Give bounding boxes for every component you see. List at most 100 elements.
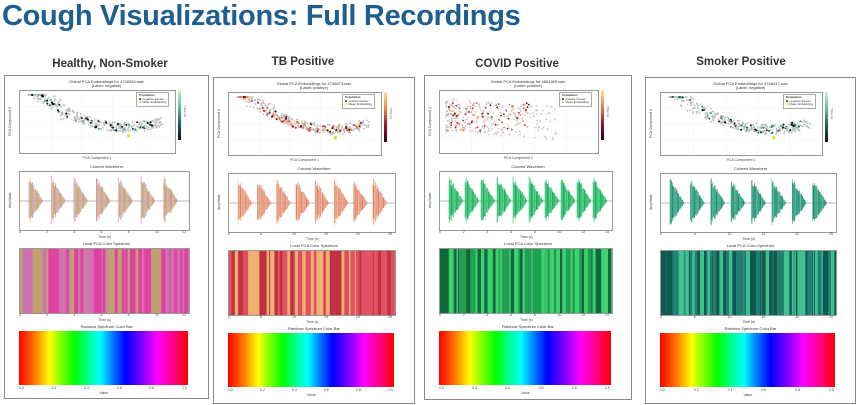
waveform-title: Colored Waveform <box>297 166 331 171</box>
spectrum-x-tick: 10 <box>292 315 296 319</box>
rainbow-color-bar <box>19 331 188 385</box>
waveform-y-label: Amplitude <box>8 192 12 208</box>
scatter-legend: Population negative frames Mean Embedding <box>136 92 170 107</box>
pca-y-label: PCA Component 2 <box>8 107 12 136</box>
rainbow-title: Rainbow Spectrum Color Bar <box>288 326 340 331</box>
page-title: Cough Visualizations: Full Recordings <box>2 0 521 32</box>
rainbow-x-tick: 1.0 <box>829 388 834 392</box>
rainbow-x-tick: 0.6 <box>324 388 329 392</box>
rainbow-x-tick: 0.4 <box>505 386 511 390</box>
pca-subtitle: (Label: negative) <box>735 85 766 90</box>
spectrum-x-tick: 0 <box>19 313 21 317</box>
spectrum-x-tick: 20 <box>356 315 360 319</box>
rainbow-x-tick: 1.0 <box>182 386 187 390</box>
rainbow-x-tick: 0.6 <box>116 386 122 390</box>
spectrum-x-tick: 5 <box>260 315 262 319</box>
spectrum-x-tick: 0 <box>660 315 662 319</box>
legend-frames: positive frames <box>565 96 586 101</box>
spectrum-x-tick: 8 <box>127 313 130 317</box>
rainbow-x-tick: 0.2 <box>472 386 478 390</box>
waveform-x-tick: 2 <box>462 230 465 234</box>
pca-title: Global PCA Embeddings for 4748928.wav <box>69 79 144 84</box>
scatter-legend: Population negative frames Mean Embedding <box>783 94 817 109</box>
waveform-x-tick: 15 <box>761 232 766 236</box>
rainbow-x-tick: 0.0 <box>228 388 233 392</box>
legend-title: Population <box>345 95 361 99</box>
spectrum-x-tick: 4 <box>73 313 76 317</box>
color-spectrum <box>439 248 613 314</box>
waveform-x-label: Time (s) <box>306 237 319 241</box>
pca-y-label: PCA Component 2 <box>217 109 221 138</box>
waveform-plot <box>660 173 837 233</box>
spectrum-x-tick: 10 <box>154 313 159 317</box>
legend-mean: Mean Embedding <box>348 102 373 107</box>
spectrum-x-label: Time (s) <box>98 318 112 322</box>
spectrum-x-tick: 10 <box>727 315 732 319</box>
waveform-x-tick: 6 <box>100 230 103 234</box>
spectrum-x-tick: 15 <box>324 315 328 319</box>
figure-panel: Global PCA Embeddings for 4748873.wav (La… <box>213 77 415 404</box>
waveform-x-tick: 0 <box>660 232 662 236</box>
spectrum-title: Local PCA Color Spectrum <box>82 241 131 246</box>
spectrum-x-tick: 25 <box>388 315 392 319</box>
rainbow-title: Rainbow Spectrum Color Bar <box>502 324 554 329</box>
legend-mean: Mean Embedding <box>789 102 814 107</box>
time-colorbar <box>384 92 387 142</box>
color-spectrum <box>228 250 396 316</box>
rainbow-title: Rainbow Spectrum Color Bar <box>80 324 133 329</box>
waveform-x-tick: 10 <box>292 232 296 236</box>
waveform-x-tick: 14 <box>605 230 609 234</box>
legend-title: Population <box>139 93 155 97</box>
spectrum-x-tick: 15 <box>761 315 766 319</box>
rainbow-x-tick: 1.0 <box>388 388 393 392</box>
waveform-x-tick: 12 <box>182 230 186 234</box>
rainbow-x-tick: 0.8 <box>795 388 801 392</box>
waveform-x-tick: 6 <box>510 230 513 234</box>
panel-label-smoker: Smoker Positive <box>696 56 786 68</box>
legend-mean: Mean Embedding <box>565 100 590 105</box>
rainbow-x-label: Value <box>521 391 530 395</box>
spectrum-x-label: Time (s) <box>742 320 756 324</box>
waveform-plot <box>439 171 613 231</box>
spectrum-x-tick: 2 <box>46 313 49 317</box>
rainbow-x-tick: 0.0 <box>439 386 444 390</box>
rainbow-x-tick: 0.4 <box>292 388 297 392</box>
rainbow-x-label: Value <box>307 393 316 397</box>
spectrum-x-tick: 8 <box>533 313 536 317</box>
legend-title: Population <box>562 93 578 97</box>
waveform-y-label: Amplitude <box>428 192 432 208</box>
spectrum-x-tick: 14 <box>605 313 609 317</box>
spectrum-x-label: Time (s) <box>520 318 533 322</box>
scatter-legend: Population positive frames Mean Embedding <box>559 92 593 107</box>
spectrum-x-tick: 10 <box>557 313 562 317</box>
waveform-x-label: Time (s) <box>742 237 756 241</box>
colorbar-label: Time (s) <box>389 108 393 119</box>
legend-frames: negative frames <box>789 98 811 103</box>
rainbow-x-tick: 0.0 <box>660 388 665 392</box>
waveform-x-tick: 4 <box>486 230 489 234</box>
figure-panel: Global PCA Embeddings for 4748417.wav (La… <box>645 77 856 404</box>
waveform-x-tick: 5 <box>693 232 696 236</box>
spectrum-x-tick: 0 <box>439 313 441 317</box>
time-colorbar <box>178 90 181 140</box>
waveform-y-label: Amplitude <box>649 194 653 210</box>
waveform-y-label: Amplitude <box>217 194 221 210</box>
spectrum-title: Local PCA Color Spectrum <box>726 243 775 248</box>
pca-y-label: PCA Component 2 <box>649 109 653 138</box>
waveform-x-tick: 10 <box>727 232 732 236</box>
rainbow-color-bar <box>439 331 611 385</box>
waveform-x-tick: 8 <box>127 230 130 234</box>
spectrum-x-tick: 5 <box>693 315 696 319</box>
waveform-x-tick: 5 <box>260 232 262 236</box>
pca-title: Global PCA Embeddings for 4804569.wav <box>490 79 566 84</box>
spectrum-x-tick: 6 <box>100 313 103 317</box>
colorbar-label: Time (s) <box>606 106 610 117</box>
panel-label-covid: COVID Positive <box>475 58 559 70</box>
rainbow-x-label: Value <box>743 393 753 397</box>
waveform-x-tick: 8 <box>533 230 536 234</box>
pca-subtitle: (Label: negative) <box>91 83 122 88</box>
spectrum-x-tick: 12 <box>182 313 186 317</box>
pca-title: Global PCA Embeddings for 4748873.wav <box>276 81 352 86</box>
legend-frames: positive frames <box>348 98 369 103</box>
waveform-x-tick: 10 <box>154 230 159 234</box>
